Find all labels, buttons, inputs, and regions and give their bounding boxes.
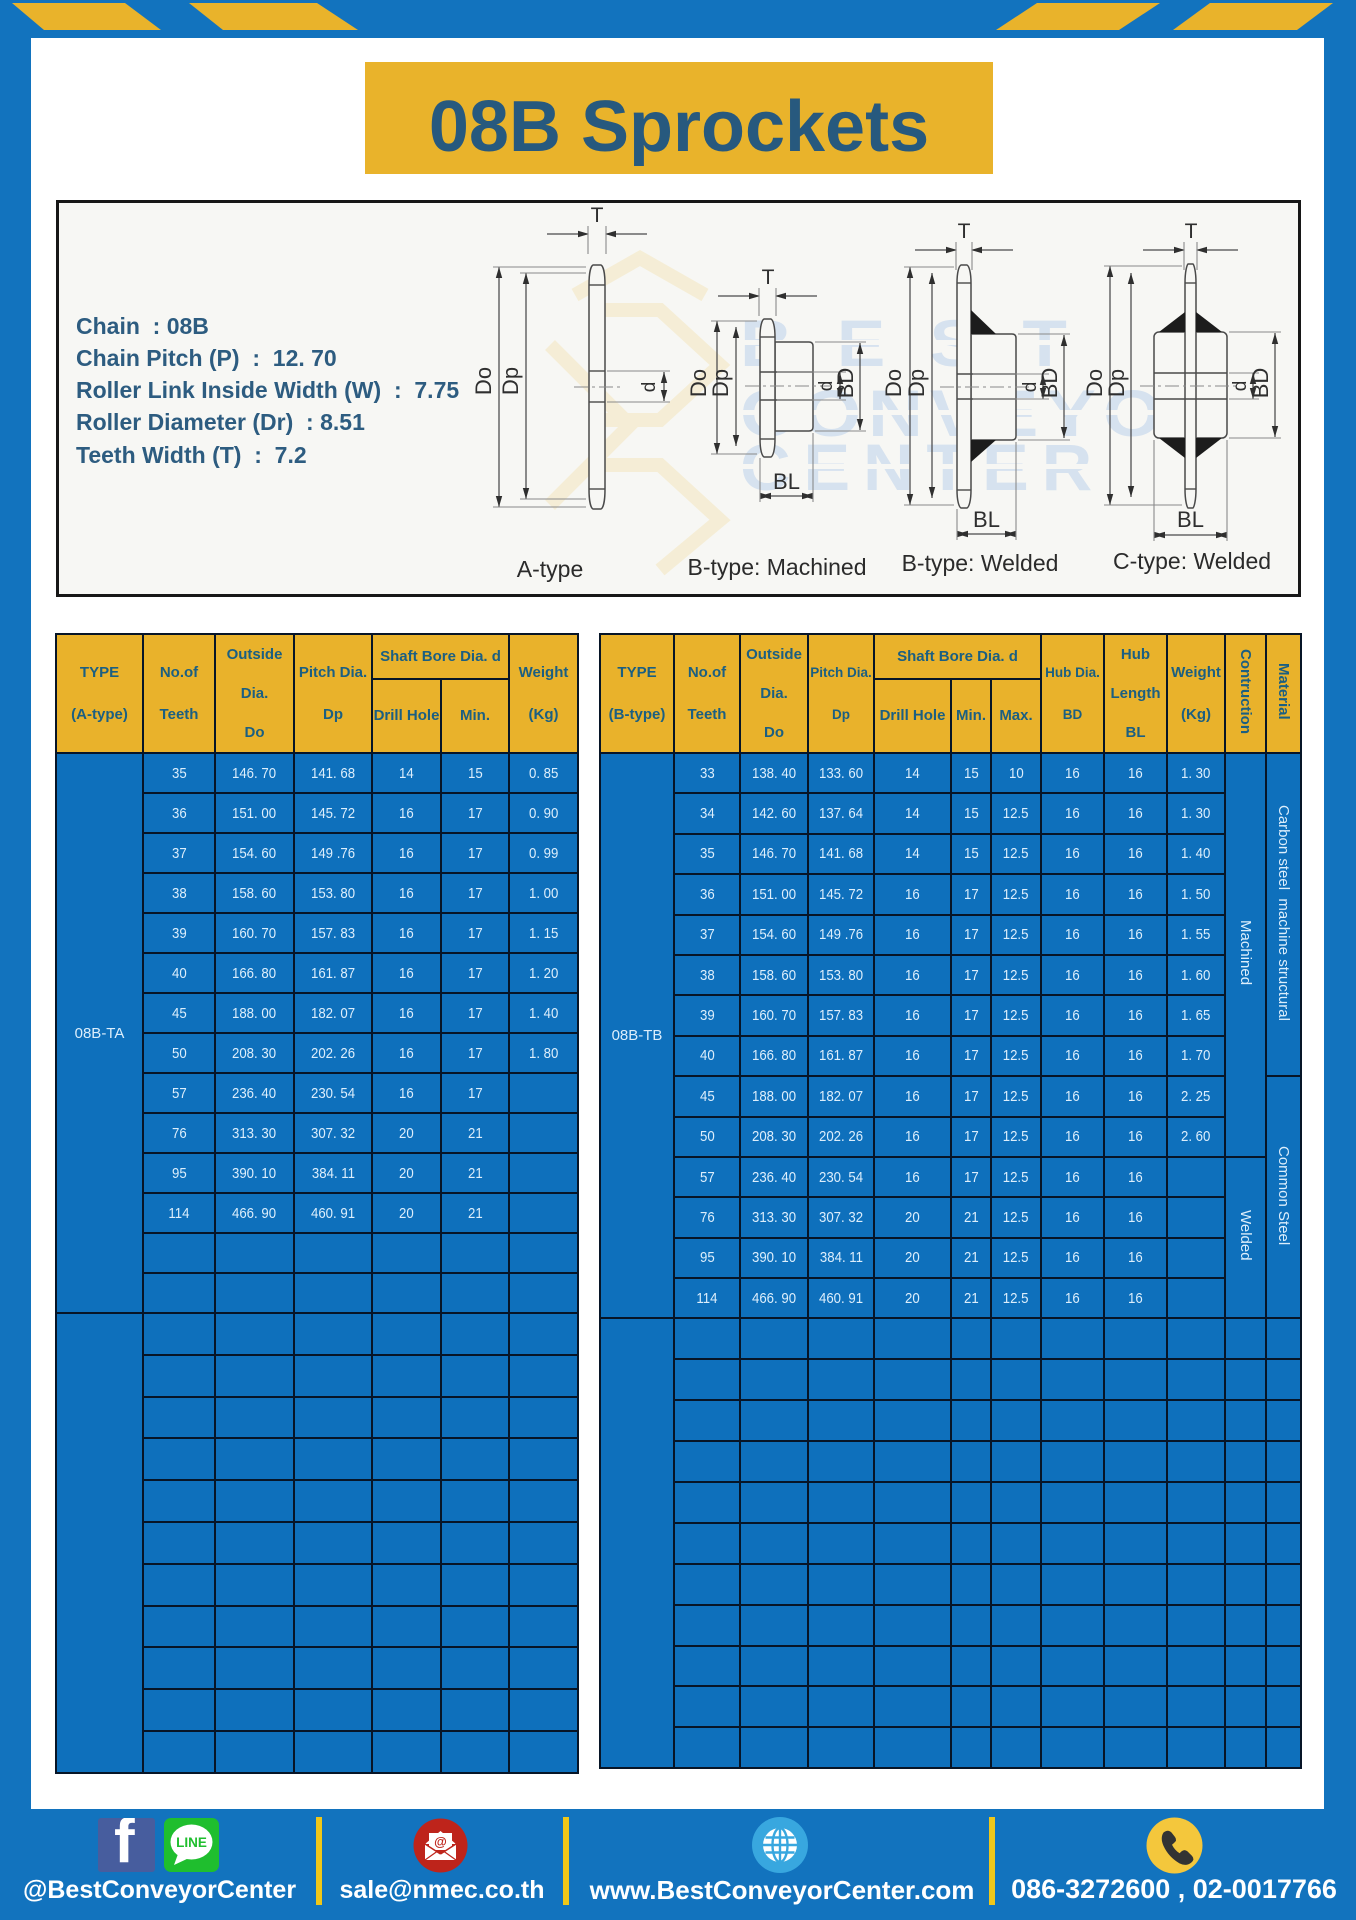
svg-text:d: d: [639, 382, 660, 393]
svg-text:BD: BD: [1248, 368, 1273, 399]
svg-text:T: T: [1185, 220, 1198, 243]
svg-text:d: d: [816, 381, 837, 392]
svg-text:Dp: Dp: [708, 369, 733, 397]
svg-text:Dp: Dp: [1104, 369, 1129, 397]
svg-text:T: T: [958, 220, 971, 243]
svg-text:LINE: LINE: [176, 1835, 207, 1850]
svg-text:Do: Do: [471, 367, 496, 395]
svg-text:BD: BD: [1037, 368, 1062, 399]
svg-text:Do: Do: [1082, 369, 1107, 397]
svg-text:@: @: [434, 1834, 447, 1849]
svg-text:BD: BD: [833, 368, 858, 399]
svg-text:Do: Do: [686, 369, 711, 397]
svg-text:Dp: Dp: [498, 367, 523, 395]
svg-text:BL: BL: [1177, 507, 1204, 532]
svg-text:T: T: [762, 266, 775, 289]
svg-text:Dp: Dp: [904, 369, 929, 397]
svg-text:BL: BL: [973, 507, 1000, 532]
svg-text:d: d: [1020, 382, 1041, 393]
svg-text:BL: BL: [773, 469, 800, 494]
svg-text:T: T: [591, 204, 604, 227]
svg-text:Do: Do: [881, 369, 906, 397]
svg-text:d: d: [1230, 381, 1251, 392]
